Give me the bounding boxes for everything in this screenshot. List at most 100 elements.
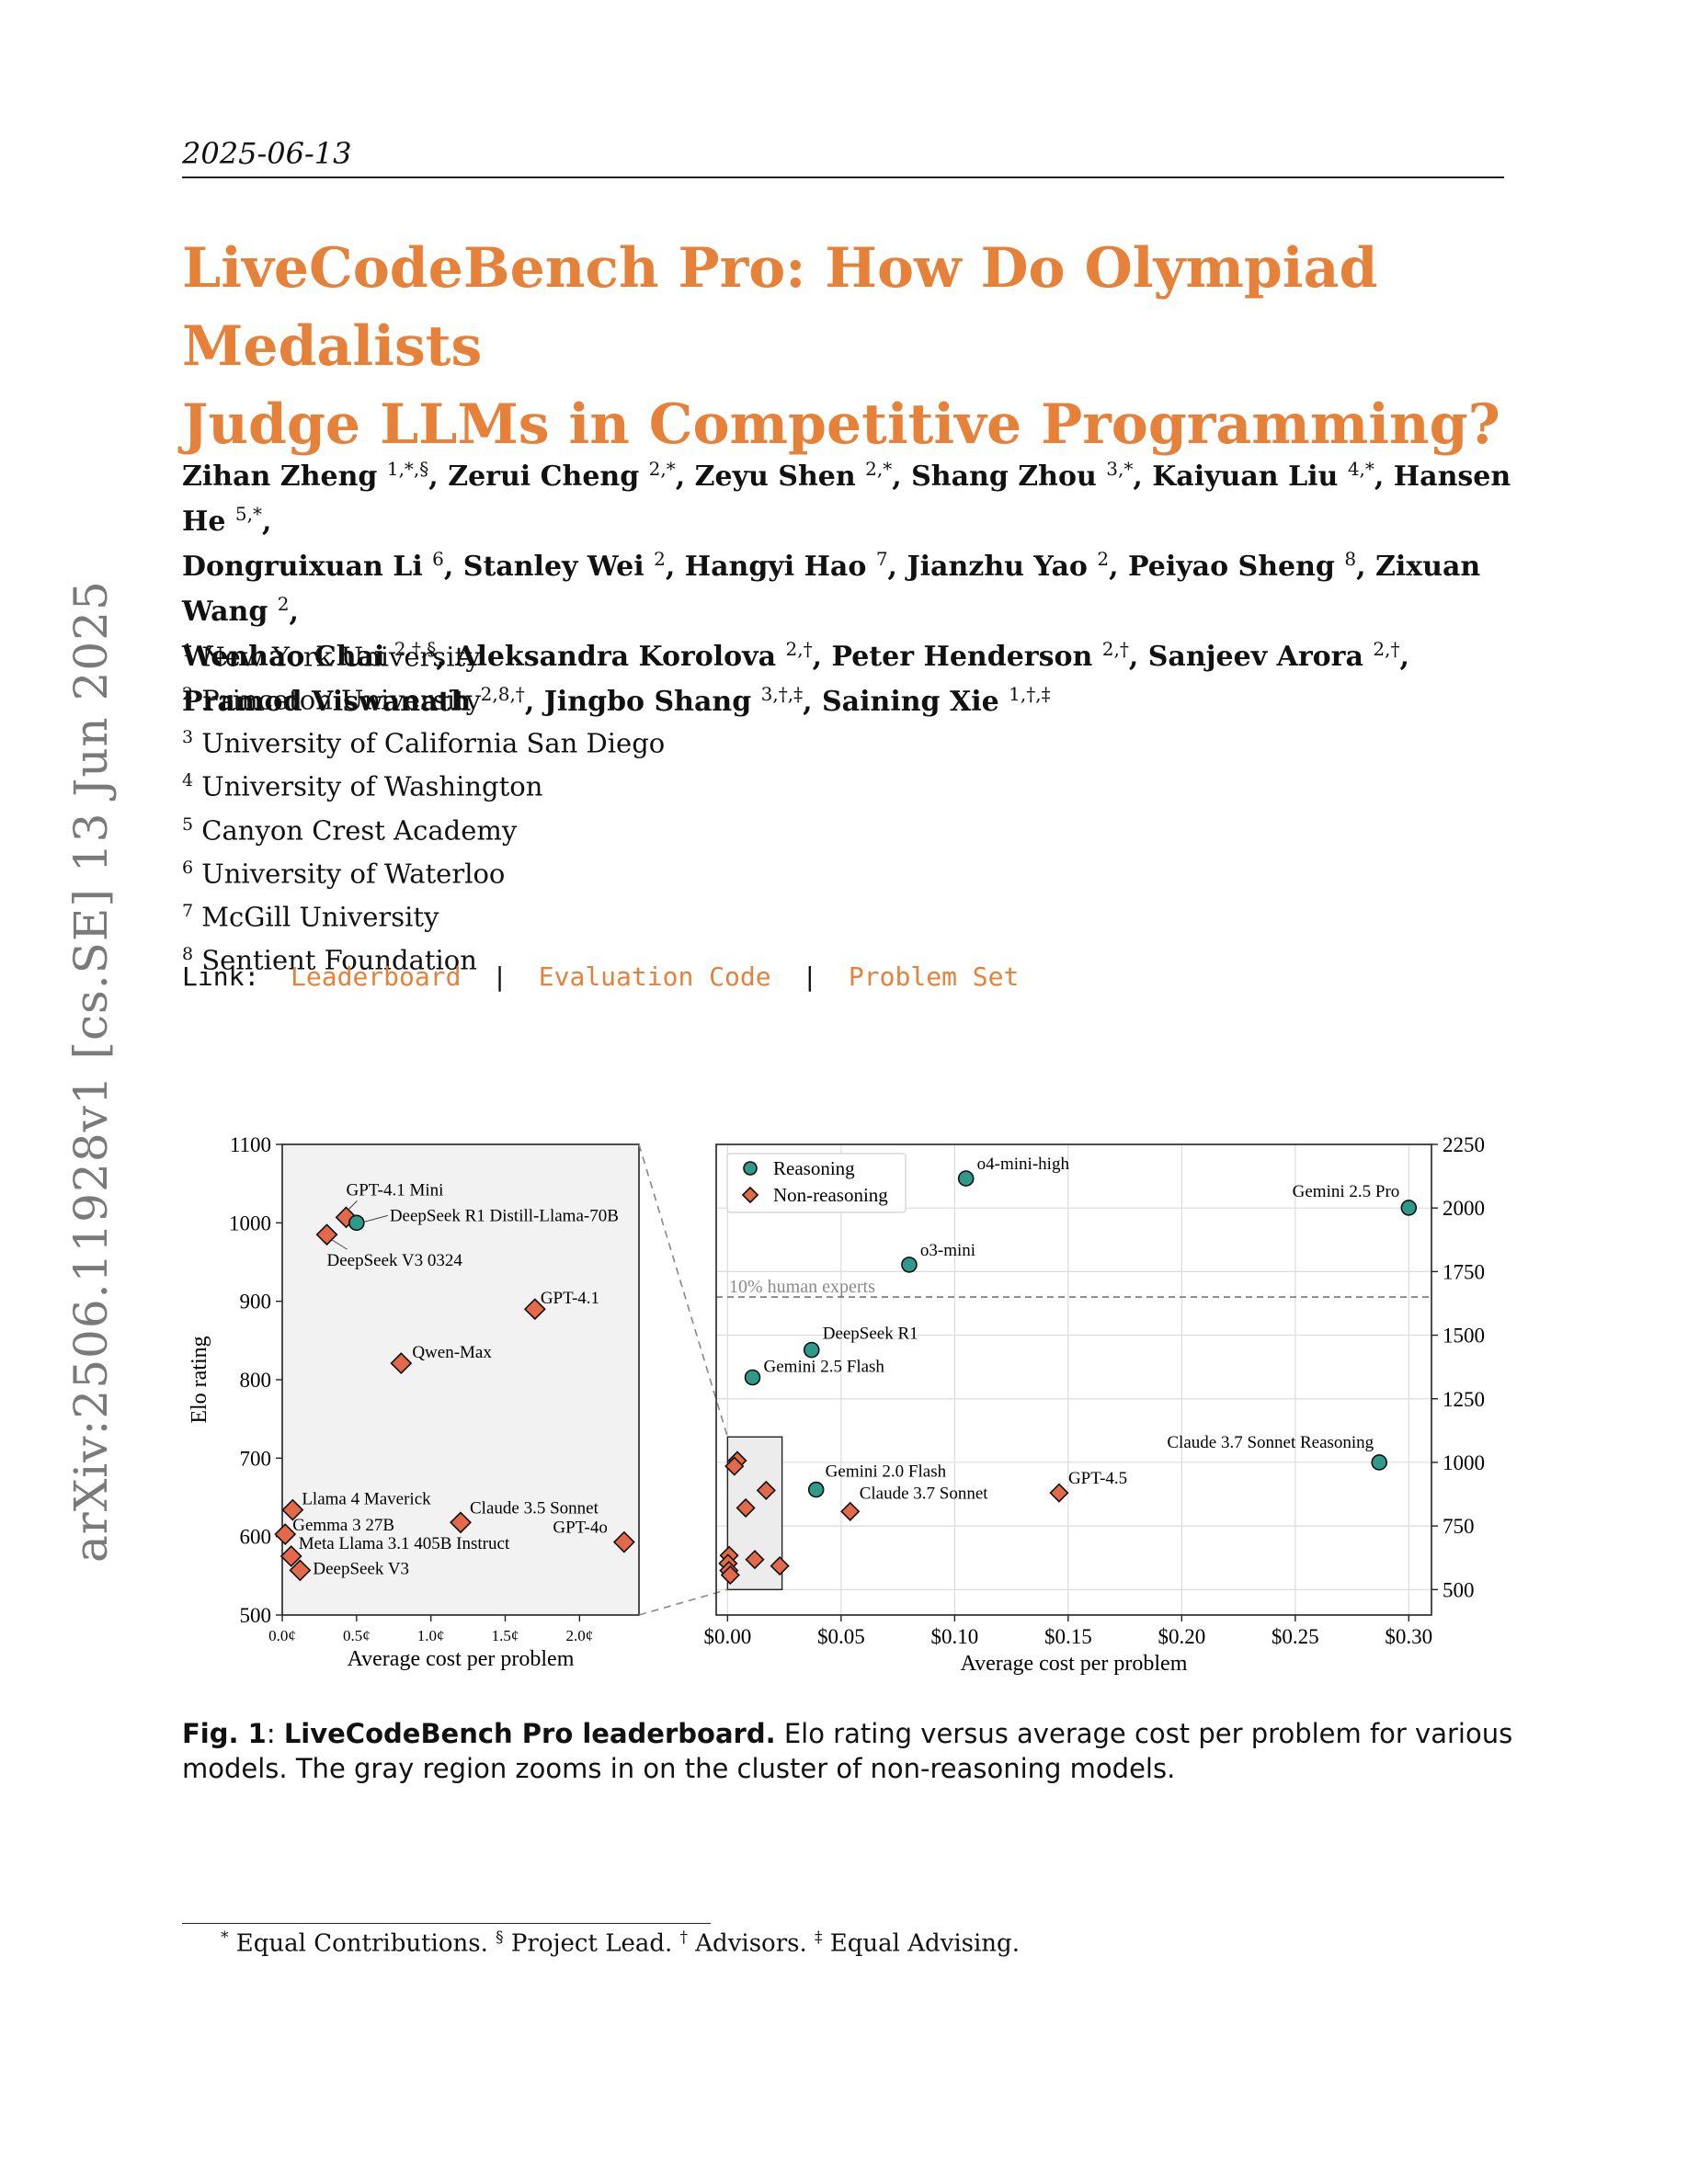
x-tick-label: $0.30 <box>1385 1625 1432 1648</box>
y-tick-label: 1500 <box>1443 1325 1485 1348</box>
title-line-2: Judge LLMs in Competitive Programming? <box>182 392 1500 457</box>
affiliation-list: 1 New York University 2 Princeton Univers… <box>182 632 665 979</box>
caption-text: Elo rating versus average cost per probl… <box>182 1718 1513 1784</box>
author-name: Shang Zhou <box>911 461 1107 493</box>
non-reasoning-marker <box>1049 1483 1069 1503</box>
affiliation-item: 4 University of Washington <box>182 762 665 805</box>
footnote-symbol: § <box>496 1928 504 1947</box>
point-label: Claude 3.5 Sonnet <box>470 1498 599 1518</box>
problem-set-link[interactable]: Problem Set <box>848 961 1020 992</box>
y-tick-label: 1000 <box>229 1211 271 1234</box>
author-affiliation-marker: 2,8,† <box>480 683 525 705</box>
footnote-text: Equal Contributions. <box>228 1929 496 1958</box>
point-label: Claude 3.7 Sonnet Reasoning <box>1167 1433 1374 1452</box>
affiliation-name: Princeton University <box>193 684 482 716</box>
author-affiliation-marker: 1,†,‡ <box>1009 683 1051 705</box>
point-label: DeepSeek R1 <box>823 1325 918 1344</box>
y-tick-label: 1250 <box>1443 1388 1485 1411</box>
affiliation-item: 1 New York University <box>182 632 665 676</box>
y-tick-label: 1000 <box>1443 1451 1485 1474</box>
y-tick-label: 900 <box>240 1291 272 1314</box>
footnote-text: Advisors. <box>688 1929 815 1958</box>
author-name: Zihan Zheng <box>182 461 387 493</box>
point-label: Gemma 3 27B <box>292 1516 394 1535</box>
y-tick-label: 800 <box>240 1369 272 1392</box>
author-affiliation-marker: 2 <box>1097 548 1110 570</box>
link-separator: | <box>802 961 818 992</box>
y-tick-label: 600 <box>240 1526 272 1549</box>
affiliation-number: 4 <box>182 770 194 791</box>
leader-line <box>348 1200 358 1211</box>
x-tick-label: $0.20 <box>1158 1625 1205 1648</box>
leader-line <box>332 1239 348 1250</box>
affiliation-item: 6 University of Waterloo <box>182 849 665 893</box>
author-affiliation-marker: 2,† <box>1101 638 1129 660</box>
affiliation-name: McGill University <box>193 901 439 933</box>
footnote-symbol: * <box>221 1928 229 1947</box>
author-affiliation-marker: 2 <box>654 548 666 570</box>
point-label: GPT-4.1 Mini <box>347 1180 444 1200</box>
author-line: Dongruixuan Li 6, Stanley Wei 2, Hangyi … <box>182 548 1481 628</box>
author-name: Aleksandra Korolova <box>455 641 786 673</box>
zoom-connector-line <box>638 1588 728 1616</box>
figure-1-scatter-plots: 500 600 700 800 900 1000 1100 0.0¢ 0.5¢ 1.0¢ 1.5¢ 2… <box>188 1133 1485 1676</box>
point-label: Qwen-Max <box>412 1343 492 1362</box>
footnote-symbol: † <box>679 1928 689 1947</box>
affiliation-number: 6 <box>182 857 194 878</box>
author-name: Zeyu Shen <box>694 461 866 493</box>
x-tick-label: $0.15 <box>1044 1625 1092 1648</box>
author-affiliation-marker: 2 <box>277 593 290 615</box>
legend-label-reasoning: Reasoning <box>773 1157 855 1179</box>
author-name: Jianzhu Yao <box>907 551 1098 583</box>
non-reasoning-marker <box>523 1298 546 1321</box>
footnote-symbol: ‡ <box>815 1928 823 1947</box>
links-bar: Link: Leaderboard | Evaluation Code | Pr… <box>182 961 1019 992</box>
x-tick-label: 0.0¢ <box>268 1627 296 1644</box>
non-reasoning-marker <box>745 1550 765 1570</box>
non-reasoning-marker <box>756 1480 776 1500</box>
author-affiliation-marker: 2,† <box>785 638 813 660</box>
non-reasoning-marker <box>720 1564 740 1586</box>
reasoning-marker <box>807 1481 825 1498</box>
x-tick-label: 1.0¢ <box>417 1627 445 1644</box>
y-tick-label: 2000 <box>1443 1197 1485 1220</box>
point-label: DeepSeek V3 <box>313 1559 409 1578</box>
affiliation-item: 5 Canyon Crest Academy <box>182 806 665 849</box>
x-tick-label: 0.5¢ <box>343 1627 371 1644</box>
leaderboard-link[interactable]: Leaderboard <box>291 961 462 992</box>
point-label: DeepSeek R1 Distill-Llama-70B <box>390 1206 619 1225</box>
author-name: Saining Xie <box>822 686 1009 718</box>
affiliation-item: 7 McGill University <box>182 893 665 936</box>
non-reasoning-marker <box>736 1497 756 1519</box>
author-name: Hansen He <box>182 461 1511 538</box>
author-affiliation-marker: 2,†,§ <box>393 638 437 660</box>
y-tick-label: 500 <box>1443 1578 1475 1601</box>
arxiv-identifier: arXiv:2506.11928v1 [cs.SE] 13 Jun 2025 <box>64 580 118 1563</box>
author-affiliation-marker: 4,* <box>1347 458 1374 480</box>
affiliation-item: 2 Princeton University <box>182 676 665 719</box>
evaluation-code-link[interactable]: Evaluation Code <box>538 961 771 992</box>
legend-label-non-reasoning: Non-reasoning <box>773 1184 888 1206</box>
reasoning-marker <box>1400 1200 1418 1216</box>
author-affiliation-marker: 2,† <box>1373 638 1400 660</box>
figure-caption: Fig. 1: LiveCodeBench Pro leaderboard. E… <box>182 1718 1513 1784</box>
paper-date: 2025-06-13 <box>182 136 352 171</box>
point-label: DeepSeek V3 0324 <box>327 1251 463 1270</box>
y-axis-label: Elo rating <box>188 1336 211 1423</box>
main-panel-frame <box>715 1143 1432 1616</box>
author-list: Zihan Zheng 1,*,§, Zerui Cheng 2,*, Zeyu… <box>182 450 1524 721</box>
y-tick-label: 1750 <box>1443 1260 1485 1283</box>
author-affiliation-marker: 6 <box>432 548 444 570</box>
non-reasoning-marker <box>770 1556 790 1576</box>
reasoning-marker <box>901 1257 918 1273</box>
point-label: GPT-4o <box>553 1519 607 1538</box>
point-label: Llama 4 Maverick <box>302 1490 431 1509</box>
author-name: Sanjeev Arora <box>1147 641 1374 673</box>
point-label: Gemini 2.5 Pro <box>1293 1182 1400 1201</box>
point-label: Gemini 2.0 Flash <box>826 1462 947 1482</box>
affiliation-name: University of California San Diego <box>193 727 666 759</box>
reasoning-marker <box>743 1161 758 1176</box>
author-name: Zerui Cheng <box>448 461 649 493</box>
point-label: o4-mini-high <box>977 1155 1070 1174</box>
y-tick-label: 750 <box>1443 1515 1475 1538</box>
